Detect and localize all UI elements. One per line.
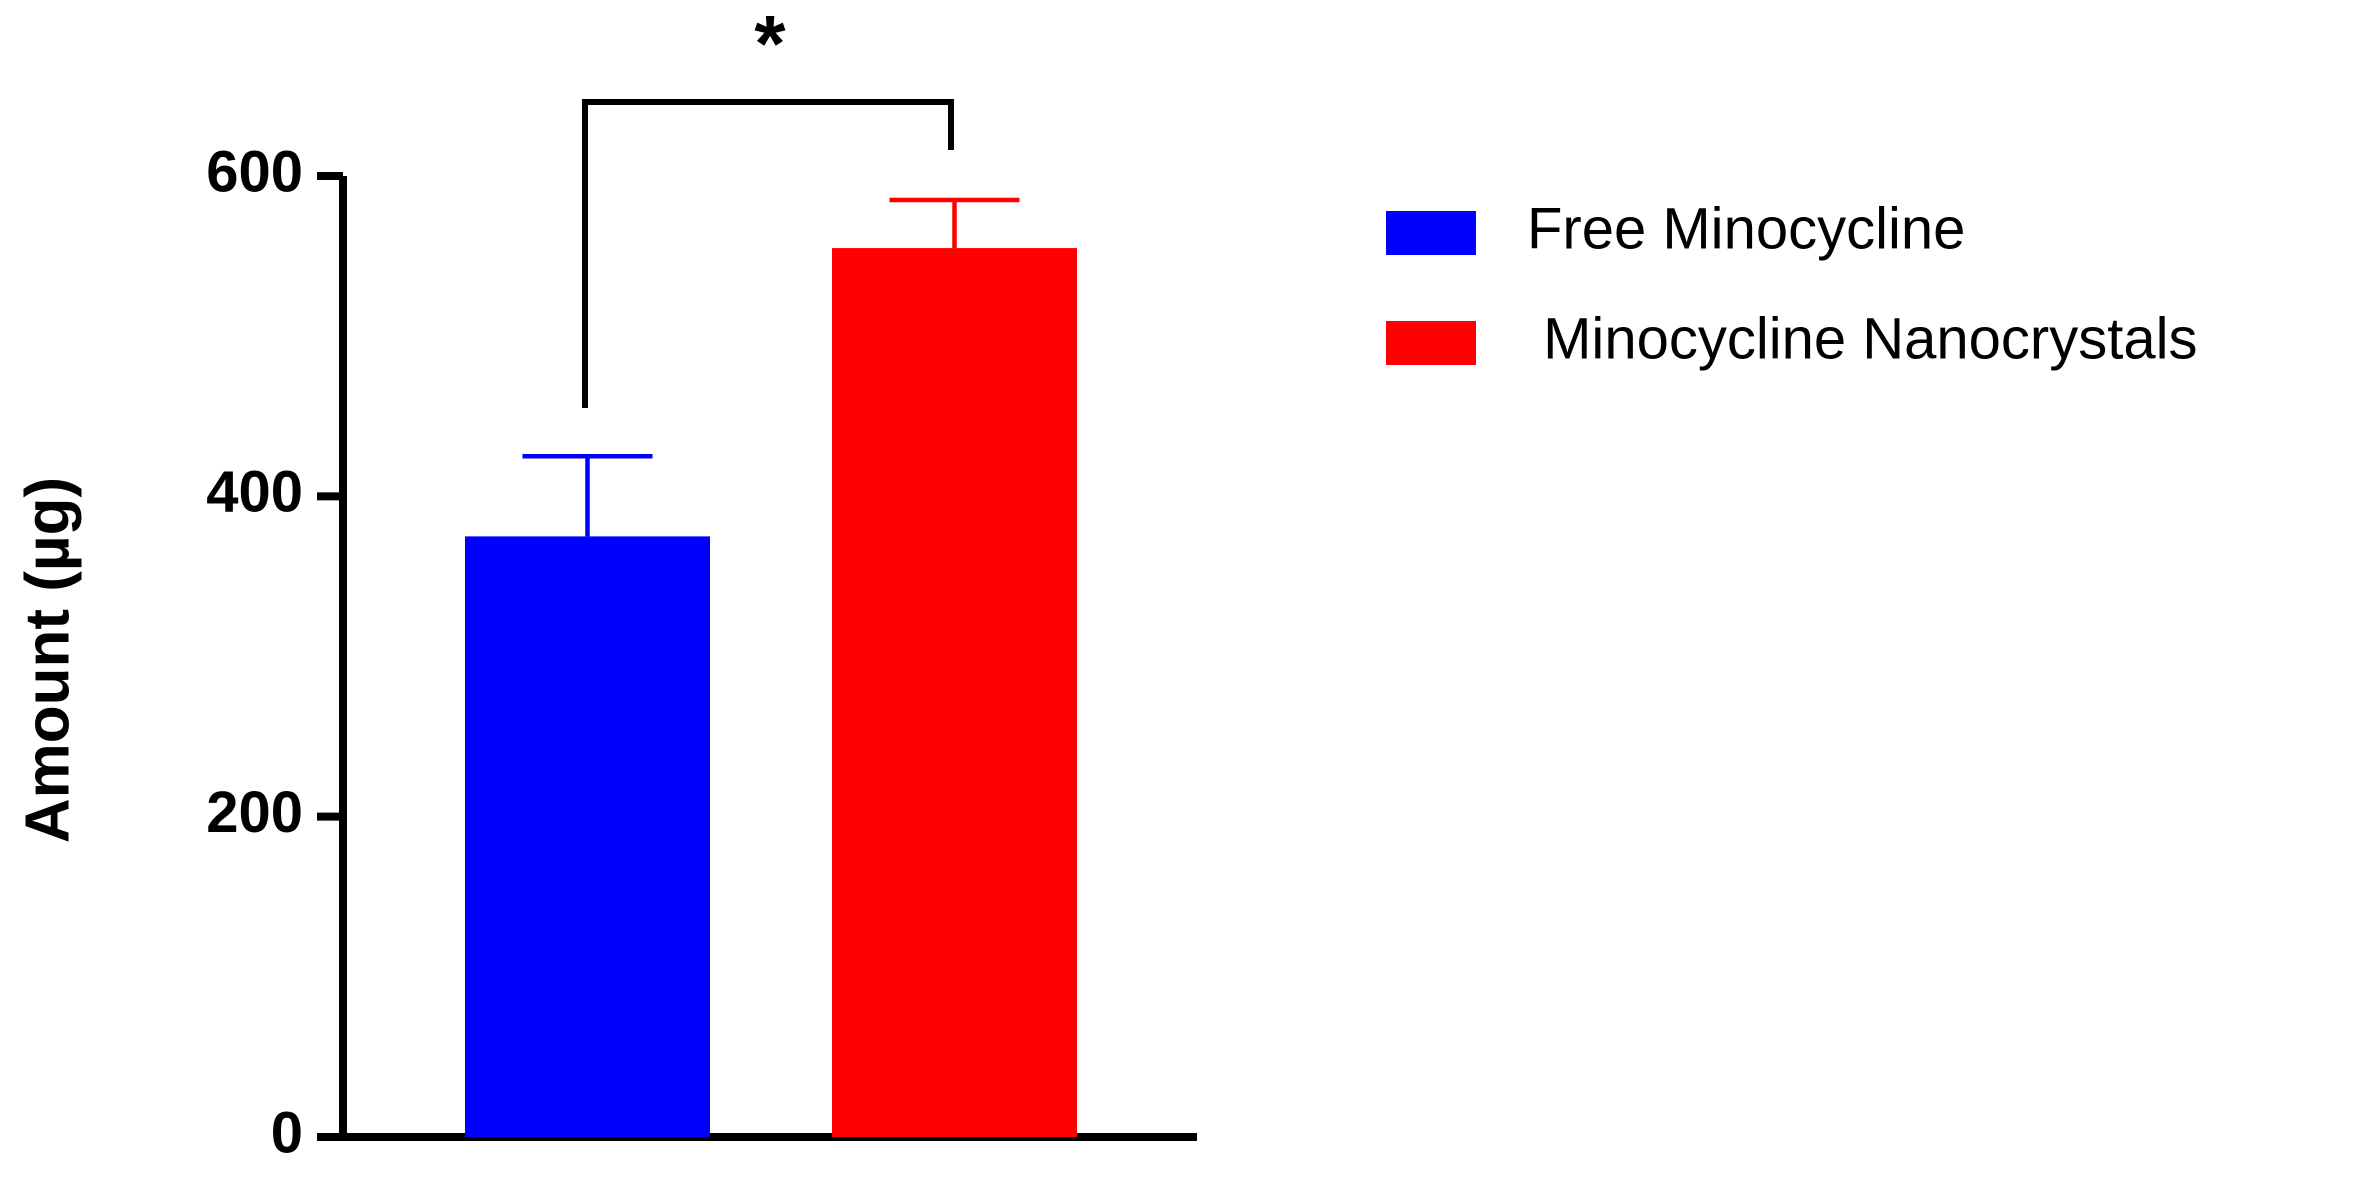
legend-label: Minocycline Nanocrystals [1527,306,2197,371]
y-tick-label: 600 [206,139,303,204]
y-tick-label: 0 [271,1100,303,1165]
bar [465,536,710,1137]
bar [832,248,1077,1137]
legend-swatch [1386,211,1476,255]
legend-label: Free Minocycline [1527,196,1965,261]
error-bar [889,197,1020,249]
y-axis-label: Amount (µg) [13,477,82,843]
y-tick-label: 200 [206,780,303,845]
legend-swatch [1386,321,1476,365]
error-bar [522,454,653,537]
significance-annotation: * [754,0,786,88]
significance-bracket [582,99,954,408]
y-tick-label: 400 [206,460,303,525]
